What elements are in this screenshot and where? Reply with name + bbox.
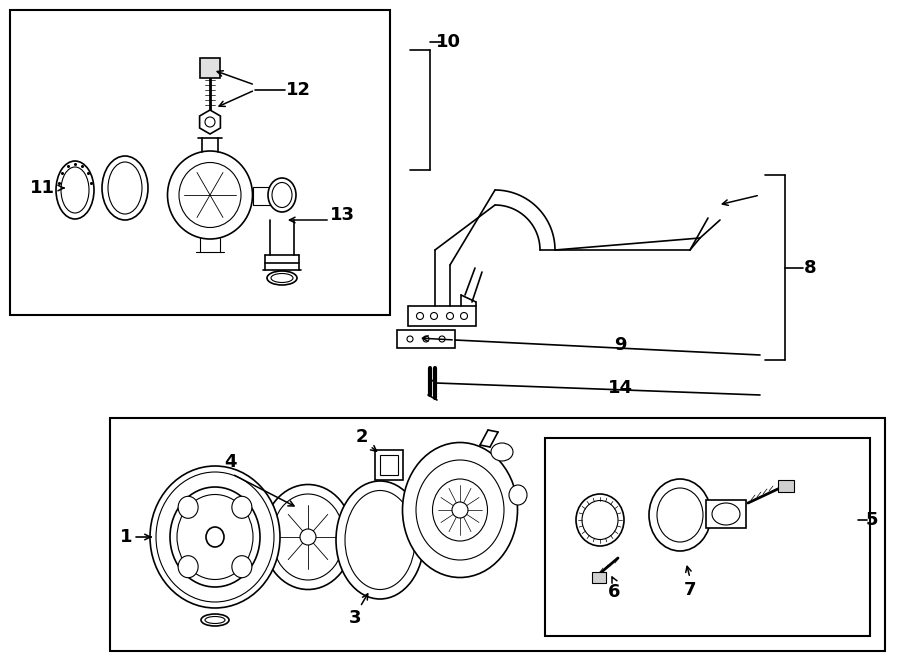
Ellipse shape <box>268 178 296 212</box>
Ellipse shape <box>582 500 618 539</box>
Polygon shape <box>200 110 220 134</box>
Ellipse shape <box>263 485 353 590</box>
Ellipse shape <box>170 487 260 587</box>
Bar <box>200 58 220 78</box>
Text: 8: 8 <box>804 259 816 277</box>
Circle shape <box>452 502 468 518</box>
Bar <box>408 306 476 326</box>
Ellipse shape <box>271 274 293 282</box>
Circle shape <box>300 529 316 545</box>
Ellipse shape <box>267 271 297 285</box>
Circle shape <box>430 313 437 319</box>
Ellipse shape <box>657 488 703 542</box>
Text: 7: 7 <box>684 581 697 599</box>
Bar <box>778 480 794 492</box>
Ellipse shape <box>345 490 415 590</box>
Ellipse shape <box>150 466 280 608</box>
Circle shape <box>205 117 215 127</box>
Bar <box>253 187 275 205</box>
Bar <box>706 500 746 528</box>
Circle shape <box>407 336 413 342</box>
Text: 5: 5 <box>866 511 878 529</box>
Bar <box>110 418 885 651</box>
Ellipse shape <box>649 479 711 551</box>
Bar <box>545 438 870 636</box>
Ellipse shape <box>205 617 225 623</box>
Ellipse shape <box>201 614 229 626</box>
Ellipse shape <box>177 494 253 580</box>
Circle shape <box>417 313 424 319</box>
Ellipse shape <box>167 151 253 239</box>
Text: 10: 10 <box>436 33 461 51</box>
Ellipse shape <box>491 443 513 461</box>
Bar <box>375 450 403 480</box>
Ellipse shape <box>336 481 424 599</box>
Bar <box>397 330 455 348</box>
Bar <box>592 572 606 583</box>
Bar <box>380 455 398 475</box>
Ellipse shape <box>712 503 740 525</box>
Text: 11: 11 <box>30 179 55 197</box>
Ellipse shape <box>433 479 488 541</box>
Ellipse shape <box>56 161 94 219</box>
Ellipse shape <box>509 485 527 505</box>
Circle shape <box>423 336 429 342</box>
Text: 12: 12 <box>285 81 310 99</box>
Text: 6: 6 <box>608 583 620 601</box>
Ellipse shape <box>156 472 274 602</box>
Circle shape <box>446 313 454 319</box>
Ellipse shape <box>272 182 292 208</box>
Ellipse shape <box>178 496 198 518</box>
Text: 3: 3 <box>349 609 361 627</box>
Ellipse shape <box>108 162 142 214</box>
Text: 4: 4 <box>224 453 236 471</box>
Ellipse shape <box>206 527 224 547</box>
Text: 13: 13 <box>329 206 355 224</box>
Ellipse shape <box>576 494 624 546</box>
Circle shape <box>461 313 467 319</box>
Ellipse shape <box>232 496 252 518</box>
Circle shape <box>439 336 445 342</box>
Ellipse shape <box>179 163 241 227</box>
Bar <box>10 10 390 315</box>
Ellipse shape <box>102 156 148 220</box>
Text: 9: 9 <box>614 336 626 354</box>
Ellipse shape <box>232 556 252 578</box>
Ellipse shape <box>272 494 344 580</box>
Text: 1: 1 <box>120 528 132 546</box>
Text: 2: 2 <box>356 428 368 446</box>
Ellipse shape <box>61 167 89 213</box>
Ellipse shape <box>402 442 518 578</box>
Ellipse shape <box>178 556 198 578</box>
Ellipse shape <box>416 460 504 560</box>
Text: 14: 14 <box>608 379 633 397</box>
